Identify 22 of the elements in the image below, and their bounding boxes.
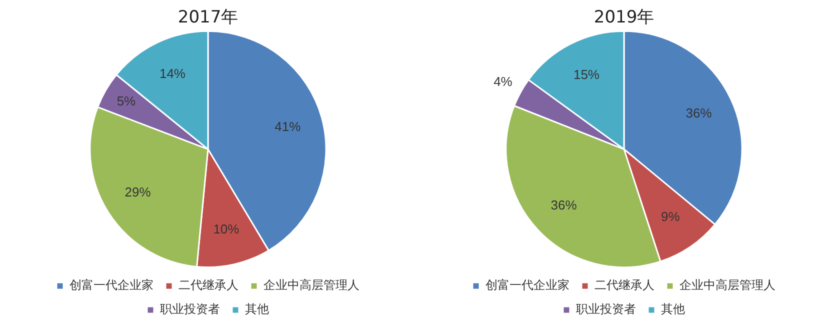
legend-label: 企业中高层管理人 — [264, 278, 360, 292]
legend-label: 其他 — [245, 302, 269, 316]
data-label: 4% — [494, 74, 513, 90]
data-label: 41% — [274, 118, 302, 134]
data-label: 14% — [159, 66, 186, 82]
legend-label: 职业投资者 — [576, 302, 636, 316]
data-label: 5% — [116, 94, 136, 109]
legend-label: 职业投资者 — [160, 302, 220, 316]
data-label: 36% — [686, 106, 712, 121]
data-label: 10% — [213, 221, 240, 236]
legend-label: 二代继承人 — [594, 278, 654, 292]
chart-title: 2019年 — [594, 8, 654, 28]
chart-title: 2017年 — [178, 8, 238, 28]
legend-label: 创富一代企业家 — [70, 278, 154, 292]
legend-label: 企业中高层管理人 — [680, 278, 776, 292]
data-label: 9% — [661, 209, 680, 224]
data-label: 15% — [573, 67, 600, 82]
data-label: 29% — [124, 184, 152, 200]
data-label: 36% — [550, 197, 578, 212]
legend-label: 二代继承人 — [178, 278, 238, 292]
legend-label: 创富一代企业家 — [486, 278, 570, 292]
legend-label: 其他 — [661, 302, 685, 316]
